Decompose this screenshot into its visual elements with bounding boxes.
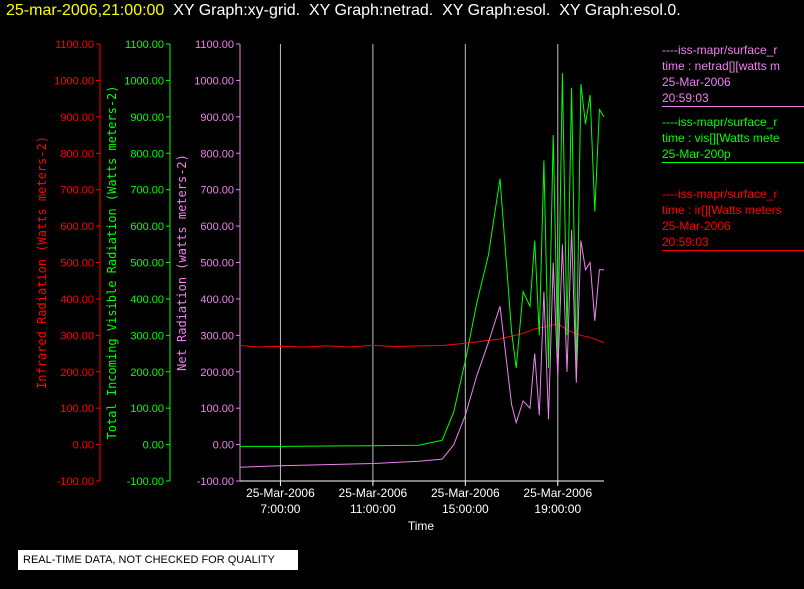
y-tick-label: 100.00 (60, 403, 94, 415)
quality-notice: REAL-TIME DATA, NOT CHECKED FOR QUALITY (18, 550, 298, 570)
y-axis-title: Infrared Radiation (Watts meters-2) (35, 136, 49, 389)
y-tick-label: -100.00 (57, 476, 94, 488)
x-tick-time: 11:00:00 (350, 502, 396, 516)
y-tick-label: 100.00 (130, 403, 164, 415)
legend-separator (662, 162, 804, 163)
legend-line: 25-Mar-2006 (662, 219, 731, 233)
y-tick-label: 200.00 (60, 367, 94, 379)
y-tick-label: 600.00 (60, 221, 94, 233)
y-tick-label: 0.00 (143, 440, 164, 452)
visible-series-line (240, 73, 605, 447)
y-tick-label: 800.00 (60, 148, 94, 160)
y-tick-label: -100.00 (127, 476, 164, 488)
y-tick-label: 1000.00 (124, 75, 164, 87)
y-tick-label: 1100.00 (55, 39, 94, 51)
y-tick-label: 700.00 (60, 185, 94, 197)
y-tick-label: 300.00 (130, 330, 164, 342)
y-tick-label: 500.00 (60, 258, 94, 270)
y-tick-label: 1100.00 (195, 39, 234, 51)
y-tick-label: 600.00 (130, 221, 164, 233)
x-tick-time: 19:00:00 (534, 502, 581, 516)
legend-line: ----iss-mapr/surface_r (662, 43, 778, 57)
y-tick-label: 800.00 (200, 148, 234, 160)
y-tick-label: 500.00 (200, 258, 234, 270)
x-tick-date: 25-Mar-2006 (523, 486, 592, 500)
x-axis-title: Time (408, 519, 435, 533)
y-tick-label: 400.00 (200, 294, 234, 306)
y-axis-title: Total Incoming Visible Radiation (Watts … (105, 85, 119, 439)
y-tick-label: 700.00 (200, 185, 234, 197)
legend-line: 20:59:03 (662, 91, 709, 105)
y-tick-label: 400.00 (130, 294, 164, 306)
x-tick-date: 25-Mar-2006 (431, 486, 500, 500)
legend-separator (662, 250, 804, 251)
y-tick-label: 1100.00 (125, 39, 164, 51)
y-tick-label: 900.00 (200, 112, 234, 124)
legend-separator (662, 106, 804, 107)
legend-line: 20:59:03 (662, 235, 709, 249)
y-tick-label: 700.00 (130, 185, 164, 197)
y-tick-label: 200.00 (130, 367, 164, 379)
y-axis-title: Net Radiation (watts meters-2) (175, 154, 189, 371)
y-tick-label: 300.00 (60, 330, 94, 342)
legend-line: ----iss-mapr/surface_r (662, 187, 778, 201)
legend-line: ----iss-mapr/surface_r (662, 115, 778, 129)
y-tick-label: 0.00 (213, 440, 234, 452)
y-tick-label: 900.00 (60, 112, 94, 124)
y-tick-label: 600.00 (200, 221, 234, 233)
net-series-line (239, 229, 604, 468)
y-tick-label: -100.00 (197, 476, 234, 488)
y-tick-label: 900.00 (130, 112, 164, 124)
x-tick-date: 25-Mar-2006 (339, 486, 408, 500)
y-tick-label: 200.00 (200, 367, 234, 379)
y-tick-label: 1000.00 (54, 75, 94, 87)
x-tick-time: 15:00:00 (442, 502, 489, 516)
chart-title-bar: 25-mar-2006,21:00:00 XY Graph:xy-grid. X… (6, 2, 681, 24)
y-tick-label: 0.00 (73, 440, 94, 452)
x-tick-time: 7:00:00 (260, 502, 300, 516)
legend-line: time : netrad[][watts m (662, 59, 781, 73)
y-tick-label: 400.00 (60, 294, 94, 306)
y-tick-label: 300.00 (200, 330, 234, 342)
x-tick-date: 25-Mar-2006 (246, 486, 315, 500)
legend-line: time : ir[][Watts meters (662, 203, 782, 217)
y-tick-label: 800.00 (130, 148, 164, 160)
legend-line: time : vis[][Watts mete (662, 131, 780, 145)
y-tick-label: 500.00 (130, 258, 164, 270)
legend-line: 25-Mar-200p (662, 147, 731, 161)
legend-line: 25-Mar-2006 (662, 75, 731, 89)
y-tick-label: 1000.00 (194, 75, 234, 87)
title-date: 25-mar-2006,21:00:00 (6, 2, 165, 19)
y-tick-label: 100.00 (200, 403, 234, 415)
title-graph-list: XY Graph:xy-grid. XY Graph:netrad. XY Gr… (164, 2, 681, 19)
